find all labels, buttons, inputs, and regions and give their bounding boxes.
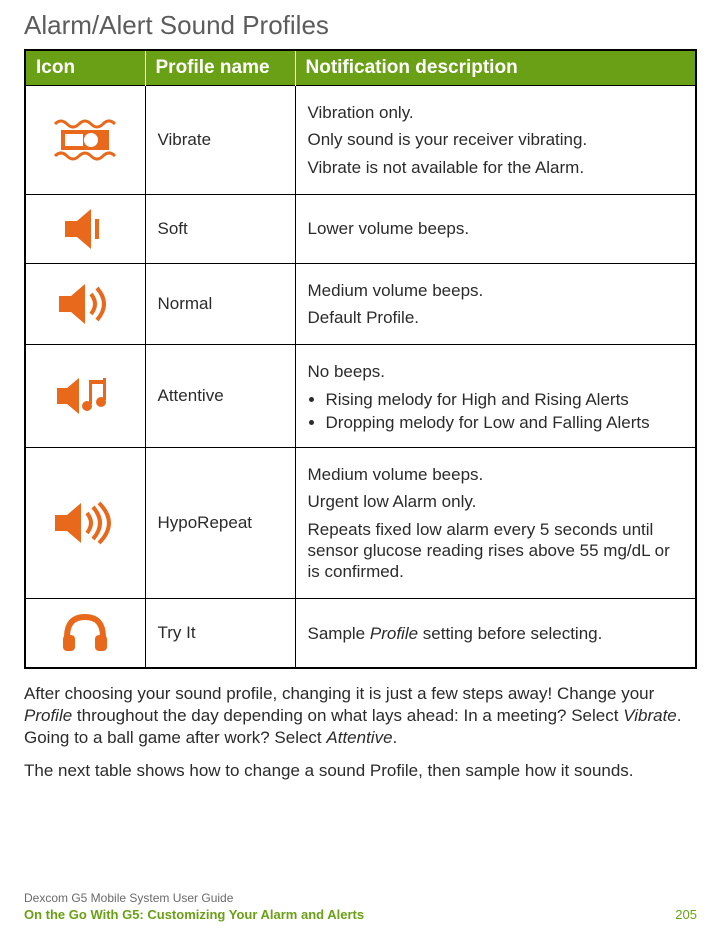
table-row: Normal Medium volume beeps. Default Prof… <box>25 263 696 345</box>
table-header-row: Icon Profile name Notification descripti… <box>25 50 696 86</box>
sound-profiles-table: Icon Profile name Notification descripti… <box>24 49 697 669</box>
body-paragraph: The next table shows how to change a sou… <box>24 760 697 782</box>
body-paragraph: After choosing your sound profile, chang… <box>24 683 697 749</box>
footer-guide: Dexcom G5 Mobile System User Guide <box>24 891 697 905</box>
profile-desc: Lower volume beeps. <box>295 194 696 263</box>
icon-cell <box>25 86 145 195</box>
header-desc: Notification description <box>295 50 696 86</box>
profile-desc: No beeps. Rising melody for High and Ris… <box>295 345 696 448</box>
profile-name: Normal <box>145 263 295 345</box>
desc-line: Medium volume beeps. <box>308 464 684 485</box>
footer-chapter: On the Go With G5: Customizing Your Alar… <box>24 907 364 922</box>
bullet: Dropping melody for Low and Falling Aler… <box>326 412 684 433</box>
footer-page-number: 205 <box>675 907 697 922</box>
body-text: After choosing your sound profile, chang… <box>24 683 697 781</box>
table-row: Vibrate Vibration only. Only sound is yo… <box>25 86 696 195</box>
icon-cell <box>25 345 145 448</box>
table-row: Soft Lower volume beeps. <box>25 194 696 263</box>
profile-name: Soft <box>145 194 295 263</box>
profile-desc: Vibration only. Only sound is your recei… <box>295 86 696 195</box>
table-row: HypoRepeat Medium volume beeps. Urgent l… <box>25 448 696 599</box>
profile-desc: Medium volume beeps. Urgent low Alarm on… <box>295 448 696 599</box>
profile-desc: Medium volume beeps. Default Profile. <box>295 263 696 345</box>
profile-name: Try It <box>145 599 295 669</box>
desc-line: Medium volume beeps. <box>308 280 684 301</box>
tryit-icon <box>57 609 113 657</box>
vibrate-icon <box>49 116 121 164</box>
table-row: Try It Sample Profile setting before sel… <box>25 599 696 669</box>
profile-name: Attentive <box>145 345 295 448</box>
profile-desc: Sample Profile setting before selecting. <box>295 599 696 669</box>
normal-icon <box>53 280 117 328</box>
icon-cell <box>25 194 145 263</box>
attentive-icon <box>53 372 117 420</box>
table-row: Attentive No beeps. Rising melody for Hi… <box>25 345 696 448</box>
desc-line: Vibrate is not available for the Alarm. <box>308 157 684 178</box>
desc-bullets: Rising melody for High and Rising Alerts… <box>326 389 684 434</box>
page-title: Alarm/Alert Sound Profiles <box>24 10 697 41</box>
desc-line: Vibration only. <box>308 102 684 123</box>
profile-name: HypoRepeat <box>145 448 295 599</box>
desc-line: Default Profile. <box>308 307 684 328</box>
soft-icon <box>57 205 113 253</box>
desc-line: Urgent low Alarm only. <box>308 491 684 512</box>
header-name: Profile name <box>145 50 295 86</box>
profile-name: Vibrate <box>145 86 295 195</box>
icon-cell <box>25 599 145 669</box>
desc-line: Lower volume beeps. <box>308 218 684 239</box>
icon-cell <box>25 448 145 599</box>
bullet: Rising melody for High and Rising Alerts <box>326 389 684 410</box>
page-footer: Dexcom G5 Mobile System User Guide On th… <box>24 891 697 922</box>
icon-cell <box>25 263 145 345</box>
desc-line: No beeps. <box>308 361 684 382</box>
desc-line: Only sound is your receiver vibrating. <box>308 129 684 150</box>
desc-line: Sample Profile setting before selecting. <box>308 623 684 644</box>
header-icon: Icon <box>25 50 145 86</box>
hyporepeat-icon <box>49 499 121 547</box>
desc-line: Repeats fixed low alarm every 5 seconds … <box>308 519 684 583</box>
